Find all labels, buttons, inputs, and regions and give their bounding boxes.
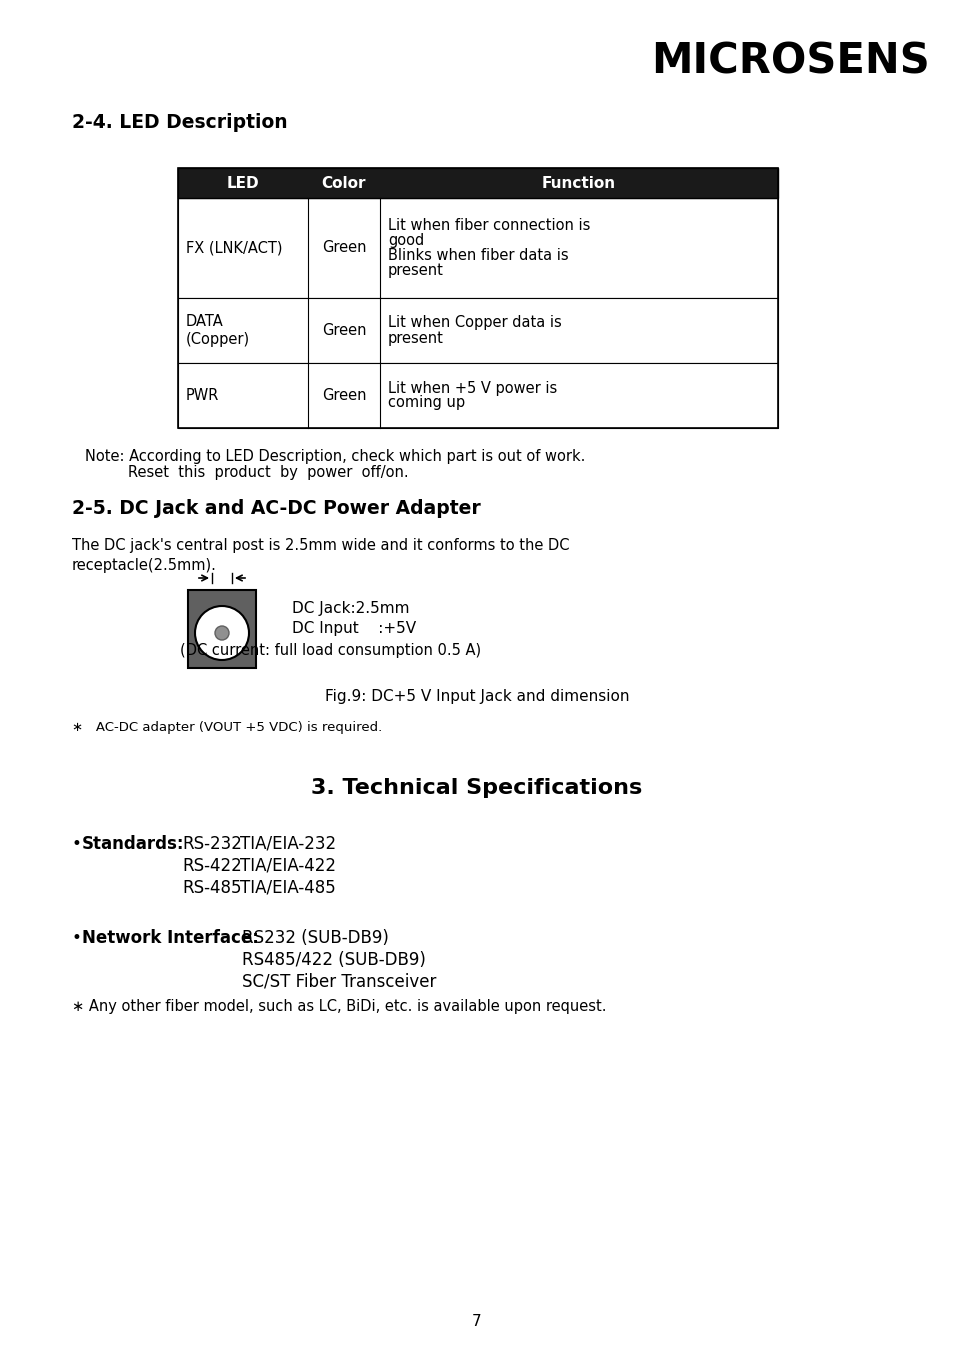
Text: Lit when fiber connection is: Lit when fiber connection is bbox=[388, 218, 590, 232]
Text: 2-5. DC Jack and AC-DC Power Adapter: 2-5. DC Jack and AC-DC Power Adapter bbox=[71, 499, 480, 517]
Text: TIA/EIA-422: TIA/EIA-422 bbox=[240, 857, 335, 875]
Text: DC Input    :+5V: DC Input :+5V bbox=[292, 620, 416, 635]
Text: Green: Green bbox=[321, 323, 366, 338]
Text: RS-422: RS-422 bbox=[182, 857, 241, 875]
Text: receptacle(2.5mm).: receptacle(2.5mm). bbox=[71, 558, 216, 573]
Text: FX (LNK/ACT): FX (LNK/ACT) bbox=[186, 240, 282, 255]
Bar bbox=[178, 299, 778, 363]
Text: 7: 7 bbox=[472, 1315, 481, 1329]
Text: (DC current: full load consumption 0.5 A): (DC current: full load consumption 0.5 A… bbox=[180, 643, 480, 658]
Text: TIA/EIA-232: TIA/EIA-232 bbox=[240, 835, 335, 852]
Text: ∗ Any other fiber model, such as LC, BiDi, etc. is available upon request.: ∗ Any other fiber model, such as LC, BiD… bbox=[71, 998, 606, 1015]
Text: Fig.9: DC+5 V Input Jack and dimension: Fig.9: DC+5 V Input Jack and dimension bbox=[324, 689, 629, 704]
Text: •: • bbox=[71, 929, 82, 947]
Text: MICROSENS: MICROSENS bbox=[651, 41, 929, 82]
Text: RS-485: RS-485 bbox=[182, 880, 241, 897]
Text: 3. Technical Specifications: 3. Technical Specifications bbox=[311, 778, 642, 798]
Text: Lit when +5 V power is: Lit when +5 V power is bbox=[388, 381, 557, 396]
Text: present: present bbox=[388, 263, 443, 278]
Text: DC Jack:2.5mm: DC Jack:2.5mm bbox=[292, 600, 409, 616]
Text: PWR: PWR bbox=[186, 388, 219, 403]
Text: Blinks when fiber data is: Blinks when fiber data is bbox=[388, 249, 568, 263]
Text: Green: Green bbox=[321, 240, 366, 255]
Bar bbox=[188, 590, 255, 667]
Circle shape bbox=[194, 607, 249, 661]
Text: (Copper): (Copper) bbox=[186, 332, 250, 347]
Text: present: present bbox=[388, 331, 443, 346]
Text: •: • bbox=[71, 835, 82, 852]
Text: Function: Function bbox=[541, 176, 616, 190]
Text: Note: According to LED Description, check which part is out of work.: Note: According to LED Description, chec… bbox=[85, 449, 585, 463]
Text: good: good bbox=[388, 232, 424, 249]
Text: ∗   AC-DC adapter (VOUT +5 VDC) is required.: ∗ AC-DC adapter (VOUT +5 VDC) is require… bbox=[71, 721, 382, 735]
Text: DATA: DATA bbox=[186, 313, 224, 330]
Bar bbox=[178, 168, 778, 199]
Text: TIA/EIA-485: TIA/EIA-485 bbox=[240, 880, 335, 897]
Bar bbox=[178, 199, 778, 299]
Text: Lit when Copper data is: Lit when Copper data is bbox=[388, 316, 561, 331]
Text: Green: Green bbox=[321, 388, 366, 403]
Text: The DC jack's central post is 2.5mm wide and it conforms to the DC: The DC jack's central post is 2.5mm wide… bbox=[71, 538, 569, 553]
Text: Reset  this  product  by  power  off/on.: Reset this product by power off/on. bbox=[128, 466, 408, 481]
Text: RS485/422 (SUB-DB9): RS485/422 (SUB-DB9) bbox=[242, 951, 425, 969]
Text: coming up: coming up bbox=[388, 396, 465, 411]
Text: Color: Color bbox=[321, 176, 366, 190]
Bar bbox=[178, 363, 778, 428]
Circle shape bbox=[214, 626, 229, 640]
Bar bbox=[178, 168, 778, 428]
Text: RS232 (SUB-DB9): RS232 (SUB-DB9) bbox=[242, 929, 389, 947]
Text: Standards:: Standards: bbox=[82, 835, 184, 852]
Text: RS-232: RS-232 bbox=[182, 835, 242, 852]
Text: Network Interface:: Network Interface: bbox=[82, 929, 258, 947]
Text: SC/ST Fiber Transceiver: SC/ST Fiber Transceiver bbox=[242, 973, 436, 992]
Text: LED: LED bbox=[227, 176, 259, 190]
Text: 2-4. LED Description: 2-4. LED Description bbox=[71, 112, 287, 131]
